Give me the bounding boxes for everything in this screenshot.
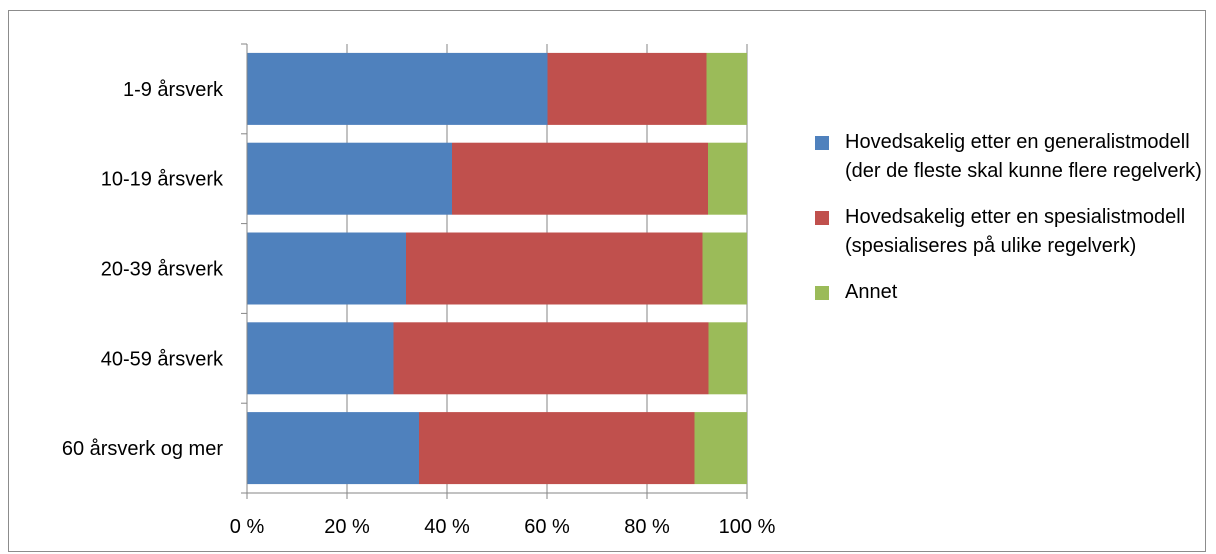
x-tick-label: 60 % — [524, 516, 570, 538]
category-label: 10-19 årsverk — [101, 169, 224, 191]
bar-segment — [247, 412, 419, 485]
category-label: 60 årsverk og mer — [62, 438, 224, 460]
category-labels: 1-9 årsverk 10-19 årsverk 20-39 årsverk 40-… — [62, 79, 224, 460]
bar-segment — [419, 412, 695, 485]
axes — [241, 43, 748, 499]
x-tick-label: 0 % — [230, 516, 265, 538]
bar-segment — [452, 142, 708, 215]
legend-item-spesialist: Hovedsakelig etter en spesialistmodell (… — [815, 203, 1205, 261]
bar-segment — [547, 52, 707, 125]
x-tick-label: 80 % — [624, 516, 670, 538]
legend-label-annet: Annet — [845, 281, 898, 303]
bar-segment — [393, 322, 709, 395]
legend-label-generalist: Hovedsakelig etter en generalistmodell (… — [845, 131, 1202, 182]
category-label: 20-39 årsverk — [101, 259, 224, 281]
bar-segment — [694, 412, 747, 485]
category-label: 1-9 årsverk — [123, 79, 224, 101]
bars — [247, 52, 747, 485]
bar-segment — [708, 142, 747, 215]
legend-item-generalist: Hovedsakelig etter en generalistmodell (… — [815, 128, 1205, 186]
bar-segment — [247, 52, 548, 125]
x-tick-labels: 0 % 20 % 40 % 60 % 80 % 100 % — [230, 516, 776, 538]
bar-segment — [706, 52, 747, 125]
bar-segment — [247, 232, 406, 305]
legend-swatch-generalist — [815, 136, 829, 150]
x-tick-label: 40 % — [424, 516, 470, 538]
legend-label-spesialist: Hovedsakelig etter en spesialistmodell (… — [845, 206, 1186, 257]
legend: Hovedsakelig etter en generalistmodell (… — [815, 128, 1205, 324]
bar-segment — [406, 232, 703, 305]
bar-segment — [708, 322, 747, 395]
bar-segment — [247, 142, 452, 215]
bar-segment — [247, 322, 394, 395]
x-tick-label: 20 % — [324, 516, 370, 538]
category-label: 40-59 årsverk — [101, 348, 224, 370]
x-tick-label: 100 % — [719, 516, 776, 538]
bar-segment — [702, 232, 747, 305]
legend-swatch-spesialist — [815, 211, 829, 225]
legend-swatch-annet — [815, 286, 829, 300]
legend-item-annet: Annet — [815, 278, 1205, 307]
